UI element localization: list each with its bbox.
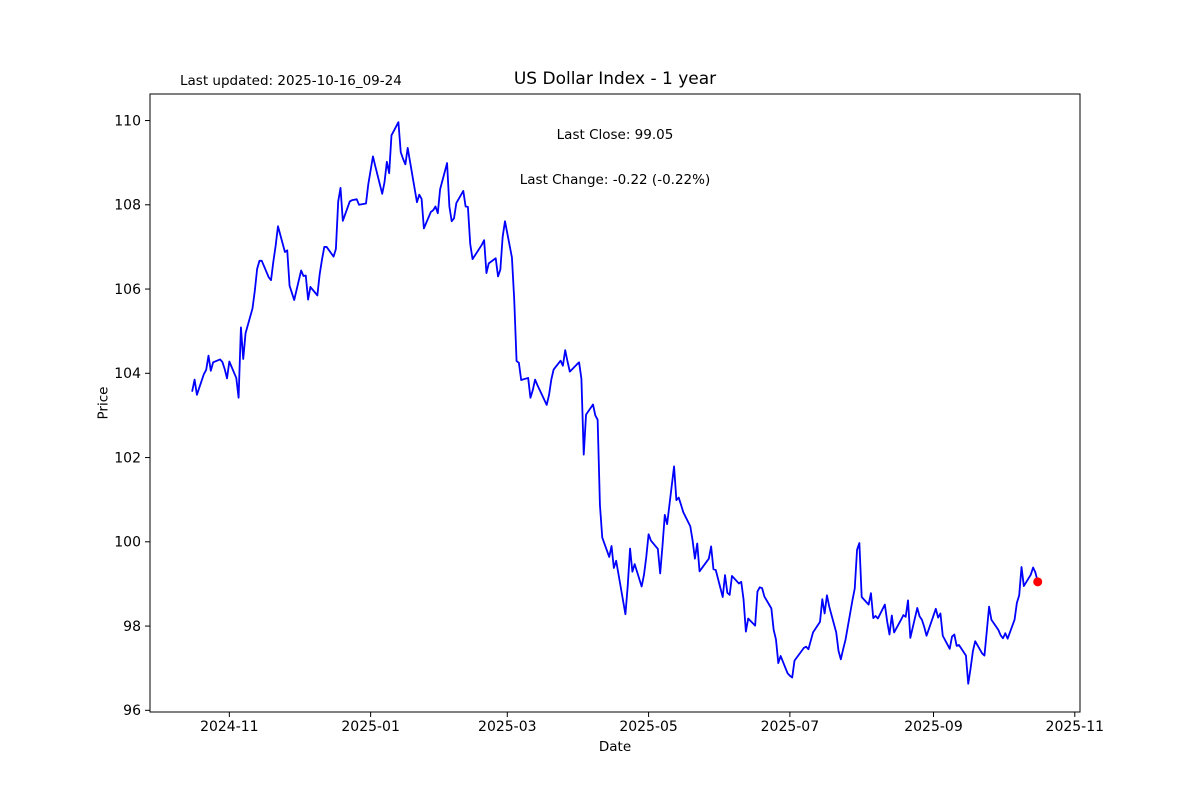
last-updated-text: Last updated: 2025-10-16_09-24 bbox=[180, 73, 402, 89]
y-tick-label: 104 bbox=[114, 366, 141, 382]
last-close-line: Last Close: 99.05 bbox=[556, 127, 674, 143]
y-tick-label: 102 bbox=[114, 450, 141, 466]
chart-title: US Dollar Index - 1 year bbox=[513, 69, 717, 89]
x-tick-label: 2025-09 bbox=[904, 719, 963, 735]
x-tick-label: 2025-05 bbox=[619, 719, 678, 735]
x-tick-label: 2025-11 bbox=[1046, 719, 1105, 735]
last-change-line: Last Change: -0.22 (-0.22%) bbox=[519, 172, 711, 188]
x-axis-label: Date bbox=[598, 739, 632, 755]
y-axis-label: Price bbox=[95, 386, 112, 420]
y-tick-label: 96 bbox=[123, 703, 141, 719]
x-tick-label: 2024-11 bbox=[200, 719, 259, 735]
y-tick-label: 110 bbox=[114, 113, 141, 129]
y-tick-label: 106 bbox=[114, 282, 141, 298]
x-tick-label: 2025-03 bbox=[478, 719, 537, 735]
x-tick-label: 2025-01 bbox=[341, 719, 400, 735]
last-close-marker bbox=[1033, 577, 1043, 587]
y-tick-label: 98 bbox=[123, 619, 141, 635]
y-tick-label: 108 bbox=[114, 198, 141, 214]
price-line bbox=[191, 121, 1039, 685]
y-tick-label: 100 bbox=[114, 535, 141, 551]
last-close-annotation: Last Close: 99.05 Last Change: -0.22 (-0… bbox=[150, 98, 1080, 218]
x-tick-label: 2025-07 bbox=[761, 719, 820, 735]
plot-border bbox=[149, 93, 1081, 713]
